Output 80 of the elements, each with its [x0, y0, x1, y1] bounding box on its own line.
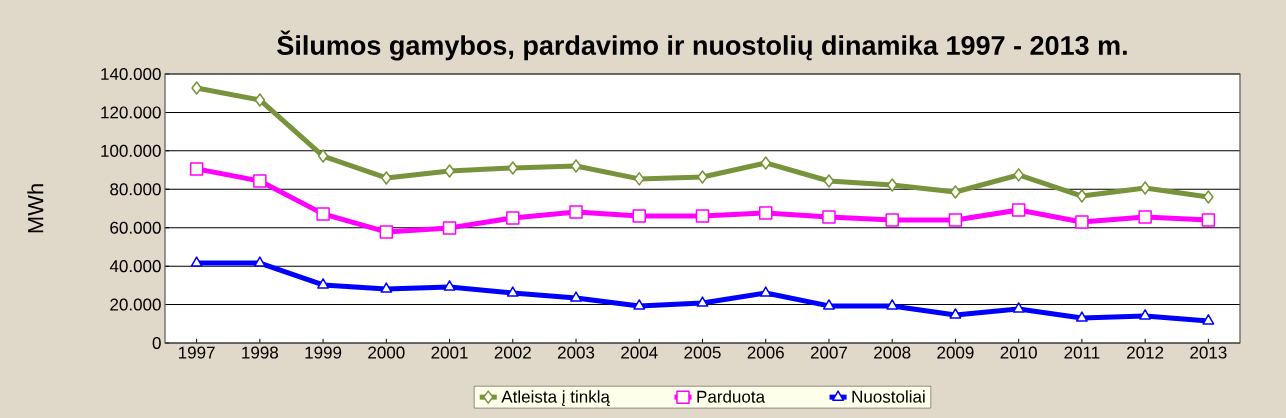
point [1139, 181, 1151, 195]
x-tick-label: 2003 [557, 346, 595, 359]
x-tick-label: 2009 [937, 346, 974, 359]
point [1075, 215, 1089, 229]
point [507, 161, 519, 175]
point [569, 205, 583, 219]
point [758, 206, 773, 220]
point [443, 280, 456, 291]
point [695, 209, 710, 223]
point [1012, 302, 1025, 313]
x-tick-label: 2012 [1127, 346, 1164, 359]
point [1202, 314, 1215, 325]
point [316, 207, 330, 221]
point [1203, 190, 1214, 204]
point [632, 209, 647, 223]
point [950, 185, 961, 199]
point [822, 210, 836, 224]
point [634, 172, 645, 186]
point [885, 213, 899, 227]
point [760, 156, 771, 170]
point [1075, 311, 1088, 322]
point [1013, 168, 1024, 182]
x-tick-label: 2013 [1190, 346, 1227, 359]
y-tick-label: 120.000 [101, 106, 161, 119]
point [1076, 189, 1088, 203]
y-tick-label: 0 [152, 336, 161, 350]
x-tick-label: 1999 [305, 346, 342, 359]
point [823, 299, 835, 310]
point [948, 213, 963, 227]
point [444, 164, 455, 178]
point [317, 149, 329, 163]
legend-label: Parduota [697, 390, 766, 403]
y-tick-label: 80.000 [110, 183, 161, 196]
point [190, 256, 203, 267]
y-tick-label: 20.000 [110, 298, 161, 311]
chart-title: Šilumos gamybos, pardavimo ir nuostolių dinamika 1997 - 2013 m. [277, 30, 1127, 61]
point [1201, 213, 1216, 227]
x-tick-label: 2007 [810, 346, 847, 359]
point [189, 162, 204, 176]
point [696, 296, 709, 307]
legend-label: Atleista į tinklą [501, 390, 610, 407]
point [254, 93, 266, 107]
point [759, 286, 772, 297]
x-tick-label: 1997 [179, 346, 215, 359]
point [570, 159, 582, 173]
point [633, 299, 646, 310]
point [1139, 309, 1152, 320]
y-tick-label: 100.000 [101, 144, 161, 157]
legend-label: Nuostoliai [852, 390, 925, 403]
point [506, 211, 520, 225]
x-tick-label: 2008 [874, 346, 911, 359]
x-tick-label: 2011 [1064, 346, 1100, 359]
x-tick-label: 2006 [747, 346, 784, 359]
y-tick-label: 40.000 [109, 260, 161, 273]
y-tick-label: 140.000 [101, 67, 161, 81]
point [823, 174, 835, 188]
point [442, 221, 457, 235]
point [697, 170, 708, 184]
x-tick-label: 2004 [621, 346, 658, 359]
point [886, 178, 898, 192]
point [253, 174, 267, 188]
point [380, 282, 393, 293]
x-tick-label: 2000 [368, 346, 405, 359]
x-tick-label: 2001 [431, 346, 468, 359]
x-tick-label: 2010 [1000, 346, 1037, 359]
point [317, 278, 330, 289]
point [506, 286, 519, 297]
point [191, 81, 202, 95]
y-tick-label: 60.000 [110, 221, 161, 234]
x-tick-label: 1998 [242, 346, 279, 359]
point [1138, 210, 1152, 224]
point [886, 299, 899, 310]
point [570, 291, 582, 302]
point [379, 225, 394, 239]
point [949, 308, 962, 319]
y-axis-title: MWh [27, 184, 44, 233]
point [381, 171, 392, 185]
x-tick-label: 2002 [494, 346, 531, 359]
x-tick-label: 2005 [684, 346, 721, 359]
point [1011, 203, 1026, 217]
